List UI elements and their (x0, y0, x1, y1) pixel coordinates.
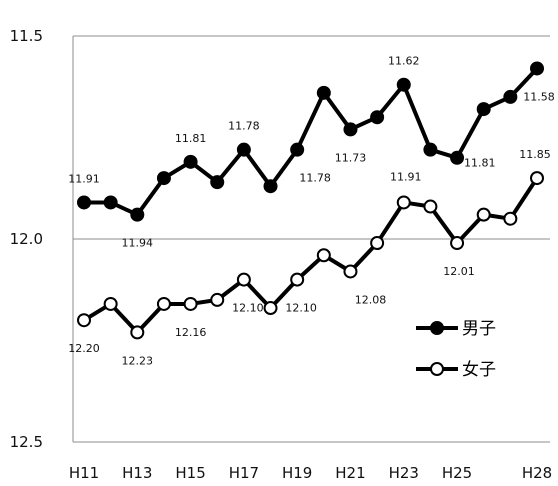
data-point (316, 85, 331, 100)
data-point (476, 102, 491, 117)
data-label: 11.81 (175, 132, 207, 145)
x-axis: H11 H13 H15 H17 H19 H21 H23 H25 H28 (69, 464, 552, 482)
data-point (236, 272, 251, 287)
data-label: 12.08 (355, 293, 387, 306)
data-point (130, 325, 145, 340)
data-label: 11.58 (523, 90, 555, 103)
data-point (183, 296, 198, 311)
x-tick-label: H21 (335, 464, 365, 482)
data-label: 11.85 (519, 148, 551, 161)
legend-label: 男子 (462, 319, 496, 339)
legend-label: 女子 (462, 360, 496, 380)
data-point (503, 89, 518, 104)
data-label: 11.78 (299, 172, 331, 185)
data-point (236, 142, 251, 157)
x-tick-label: H15 (175, 464, 205, 482)
data-point (476, 207, 491, 222)
data-label: 11.73 (335, 151, 367, 164)
x-tick-label: H23 (389, 464, 419, 482)
data-point (343, 264, 358, 279)
data-point (210, 175, 225, 190)
data-label: 12.10 (285, 302, 317, 315)
data-label: 12.01 (443, 265, 475, 278)
data-point (156, 171, 171, 186)
data-point (396, 77, 411, 92)
data-point (316, 248, 331, 263)
data-point (450, 150, 465, 165)
data-point (343, 122, 358, 137)
data-point (103, 195, 118, 210)
data-label: 11.62 (388, 55, 420, 68)
y-tick-label: 11.5 (10, 27, 43, 45)
data-point (423, 142, 438, 157)
data-point (370, 236, 385, 251)
x-tick-label: H25 (442, 464, 472, 482)
data-label: 12.23 (122, 354, 154, 367)
x-tick-label: H13 (122, 464, 152, 482)
data-point (290, 142, 305, 157)
data-point (450, 236, 465, 251)
data-label: 12.16 (175, 326, 207, 339)
data-point (103, 296, 118, 311)
x-tick-label: H17 (229, 464, 259, 482)
legend-marker (430, 362, 444, 376)
data-label: 11.91 (68, 172, 100, 185)
data-point (77, 195, 91, 210)
data-point (290, 272, 305, 287)
y-axis: 11.5 12.0 12.5 (10, 27, 74, 451)
data-label: 11.94 (122, 237, 154, 250)
series-group (77, 61, 544, 340)
series-line-boys (84, 67, 539, 217)
x-tick-label: H28 (522, 464, 552, 482)
data-point (210, 292, 225, 307)
data-label: 11.91 (390, 170, 422, 183)
data-point (77, 313, 91, 328)
data-label: 12.10 (232, 302, 264, 315)
x-tick-label: H11 (69, 464, 99, 482)
data-label: 12.20 (68, 342, 100, 355)
y-tick-label: 12.5 (10, 433, 43, 451)
data-point (530, 61, 544, 76)
data-point (183, 154, 198, 169)
data-point (263, 301, 278, 316)
data-point (396, 195, 411, 210)
data-point (370, 110, 385, 125)
x-tick-label: H19 (282, 464, 312, 482)
legend-marker (430, 321, 444, 335)
data-point (263, 179, 278, 194)
data-point (423, 199, 438, 214)
data-label: 11.81 (464, 157, 496, 170)
data-labels: 11.91 11.94 11.81 11.78 11.78 11.73 11.62 11.58… (68, 55, 555, 368)
data-point (503, 211, 518, 226)
grid-lines (73, 35, 550, 443)
y-tick-label: 12.0 (10, 230, 43, 248)
data-point (530, 171, 544, 186)
data-point (156, 296, 171, 311)
data-point (130, 207, 145, 222)
data-label: 11.78 (228, 120, 260, 133)
